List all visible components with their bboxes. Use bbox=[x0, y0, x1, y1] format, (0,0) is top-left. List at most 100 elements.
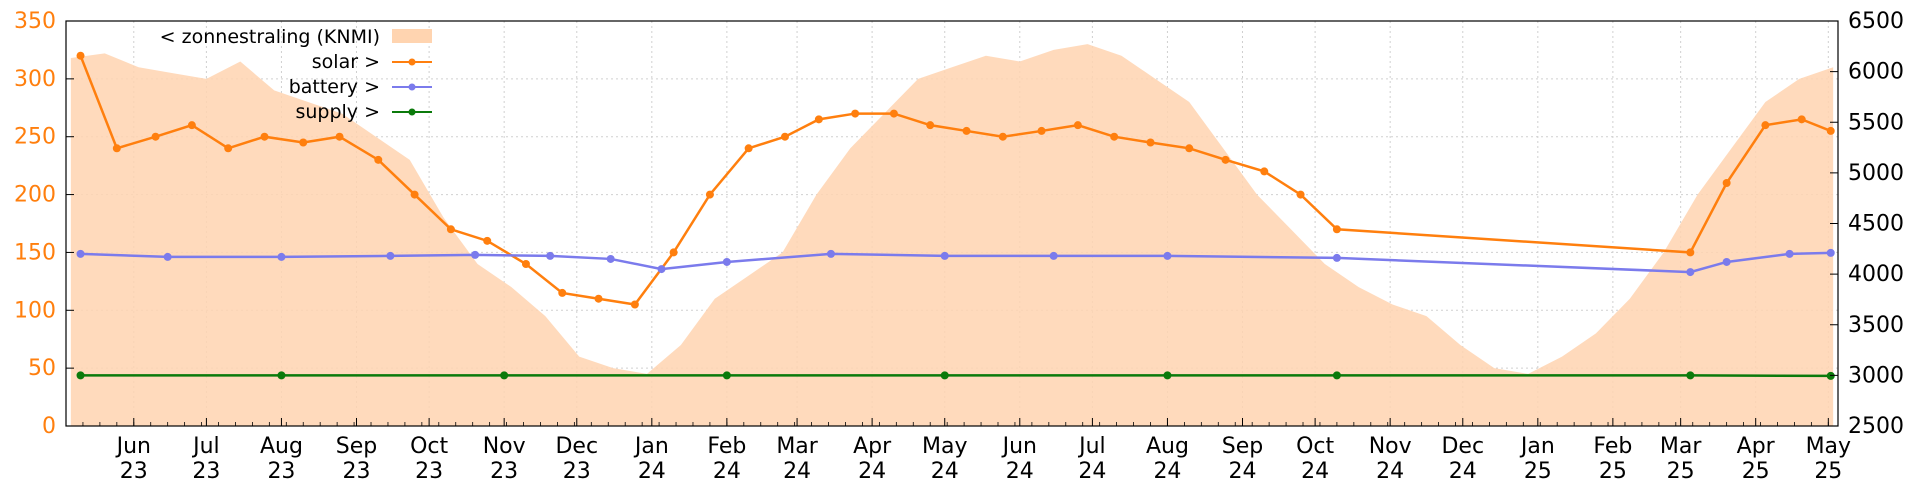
y-left-tick-label: 300 bbox=[14, 67, 56, 92]
battery-point bbox=[471, 250, 480, 259]
solar-point bbox=[151, 132, 160, 141]
x-tick-month-label: Jul bbox=[1077, 434, 1106, 459]
battery-point bbox=[826, 249, 835, 258]
battery-line bbox=[80, 251, 1831, 274]
legend-label: < zonnestraling (KNMI) bbox=[160, 26, 380, 48]
battery-point bbox=[546, 251, 555, 260]
supply-series-layer bbox=[76, 371, 1835, 380]
solar-point bbox=[998, 132, 1007, 141]
battery-point bbox=[722, 257, 731, 266]
x-tick-month-label: Dec bbox=[1441, 434, 1484, 459]
battery-point bbox=[606, 254, 615, 263]
x-tick-year-label: 23 bbox=[563, 459, 591, 480]
solar-point bbox=[1073, 121, 1082, 130]
solar-point bbox=[187, 121, 196, 130]
solar-point bbox=[521, 260, 530, 268]
x-tick-month-label: Feb bbox=[1593, 434, 1632, 459]
solar-point bbox=[926, 121, 935, 130]
battery-point bbox=[277, 252, 286, 261]
solar-point bbox=[1686, 248, 1695, 257]
solar-point bbox=[1037, 126, 1046, 135]
x-tick-year-label: 23 bbox=[490, 459, 518, 480]
x-tick-year-label: 23 bbox=[267, 459, 295, 480]
solar-point bbox=[483, 236, 492, 245]
x-tick-month-label: May bbox=[1806, 434, 1851, 459]
solar-series-layer bbox=[76, 51, 1835, 309]
x-tick-year-label: 24 bbox=[638, 459, 666, 480]
battery-point bbox=[76, 249, 85, 258]
x-tick-month-label: May bbox=[922, 434, 967, 459]
y-right-tick-label: 6000 bbox=[1848, 60, 1904, 85]
solar-point bbox=[851, 109, 860, 118]
solar-point bbox=[1797, 115, 1806, 124]
solar-point bbox=[374, 155, 383, 164]
x-tick-year-label: 24 bbox=[1006, 459, 1034, 480]
solar-point bbox=[1826, 126, 1835, 135]
solar-point bbox=[1185, 144, 1194, 153]
y-right-tick-label: 5500 bbox=[1848, 110, 1904, 135]
battery-point bbox=[386, 251, 395, 260]
x-tick-month-label: Apr bbox=[853, 434, 892, 459]
y-right-tick-label: 3000 bbox=[1848, 363, 1904, 388]
solar-point bbox=[446, 225, 455, 234]
battery-point bbox=[940, 251, 949, 260]
legend-swatch-marker bbox=[408, 83, 416, 91]
x-tick-month-label: Jan bbox=[1519, 434, 1555, 459]
supply-point bbox=[500, 371, 509, 380]
x-tick-year-label: 24 bbox=[858, 459, 886, 480]
solar-point bbox=[1296, 190, 1305, 199]
supply-point bbox=[1332, 371, 1341, 380]
y-right-tick-label: 4500 bbox=[1848, 212, 1904, 237]
x-tick-year-label: 23 bbox=[415, 459, 443, 480]
x-tick-year-label: 24 bbox=[713, 459, 741, 480]
legend-label: supply > bbox=[295, 101, 380, 123]
solar-point bbox=[814, 115, 823, 124]
solar-point bbox=[594, 294, 603, 303]
battery-point bbox=[163, 252, 172, 261]
x-tick-year-label: 25 bbox=[1742, 459, 1770, 480]
y-left-tick-label: 250 bbox=[14, 125, 56, 150]
x-tick-year-label: 24 bbox=[783, 459, 811, 480]
solar-point bbox=[1260, 167, 1269, 176]
y-left-tick-label: 100 bbox=[14, 298, 56, 323]
solar-point bbox=[1722, 179, 1731, 187]
x-tick-year-label: 24 bbox=[1153, 459, 1181, 480]
battery-point bbox=[1686, 268, 1695, 277]
supply-point bbox=[722, 371, 731, 380]
y-right-tick-label: 3500 bbox=[1848, 313, 1904, 338]
solar-point bbox=[224, 144, 233, 153]
solar-line bbox=[79, 55, 1832, 306]
battery-point bbox=[1785, 249, 1794, 258]
solar-point bbox=[705, 190, 714, 199]
y-right-tick-label: 6500 bbox=[1848, 9, 1904, 34]
solar-point bbox=[1110, 132, 1119, 141]
legend-swatch bbox=[392, 29, 432, 43]
solar-point bbox=[260, 132, 269, 141]
y-right-tick-label: 5000 bbox=[1848, 161, 1904, 186]
solar-point bbox=[744, 144, 753, 153]
x-tick-year-label: 25 bbox=[1524, 459, 1552, 480]
legend-swatch-marker bbox=[408, 108, 416, 116]
x-tick-month-label: Jun bbox=[115, 434, 151, 459]
x-tick-month-label: Oct bbox=[410, 434, 448, 459]
battery-point bbox=[1722, 257, 1731, 266]
supply-point bbox=[1826, 371, 1835, 380]
supply-point bbox=[1686, 371, 1695, 380]
solar-point bbox=[76, 51, 85, 60]
legend-label: battery > bbox=[289, 76, 380, 98]
x-tick-year-label: 24 bbox=[931, 459, 959, 480]
x-tick-month-label: Aug bbox=[260, 434, 303, 459]
x-tick-month-label: Mar bbox=[776, 434, 818, 459]
legend: < zonnestraling (KNMI) solar > battery > su… bbox=[160, 26, 432, 123]
x-tick-month-label: Oct bbox=[1296, 434, 1334, 459]
x-tick-month-label: Nov bbox=[483, 434, 526, 459]
solar-point bbox=[112, 144, 121, 153]
solar-point bbox=[630, 300, 639, 309]
solar-point bbox=[1761, 121, 1770, 130]
x-tick-year-label: 23 bbox=[192, 459, 220, 480]
supply-point bbox=[76, 371, 85, 380]
y-left-tick-label: 200 bbox=[14, 183, 56, 208]
x-tick-month-label: Apr bbox=[1737, 434, 1776, 459]
x-tick-month-label: Sep bbox=[336, 434, 377, 459]
